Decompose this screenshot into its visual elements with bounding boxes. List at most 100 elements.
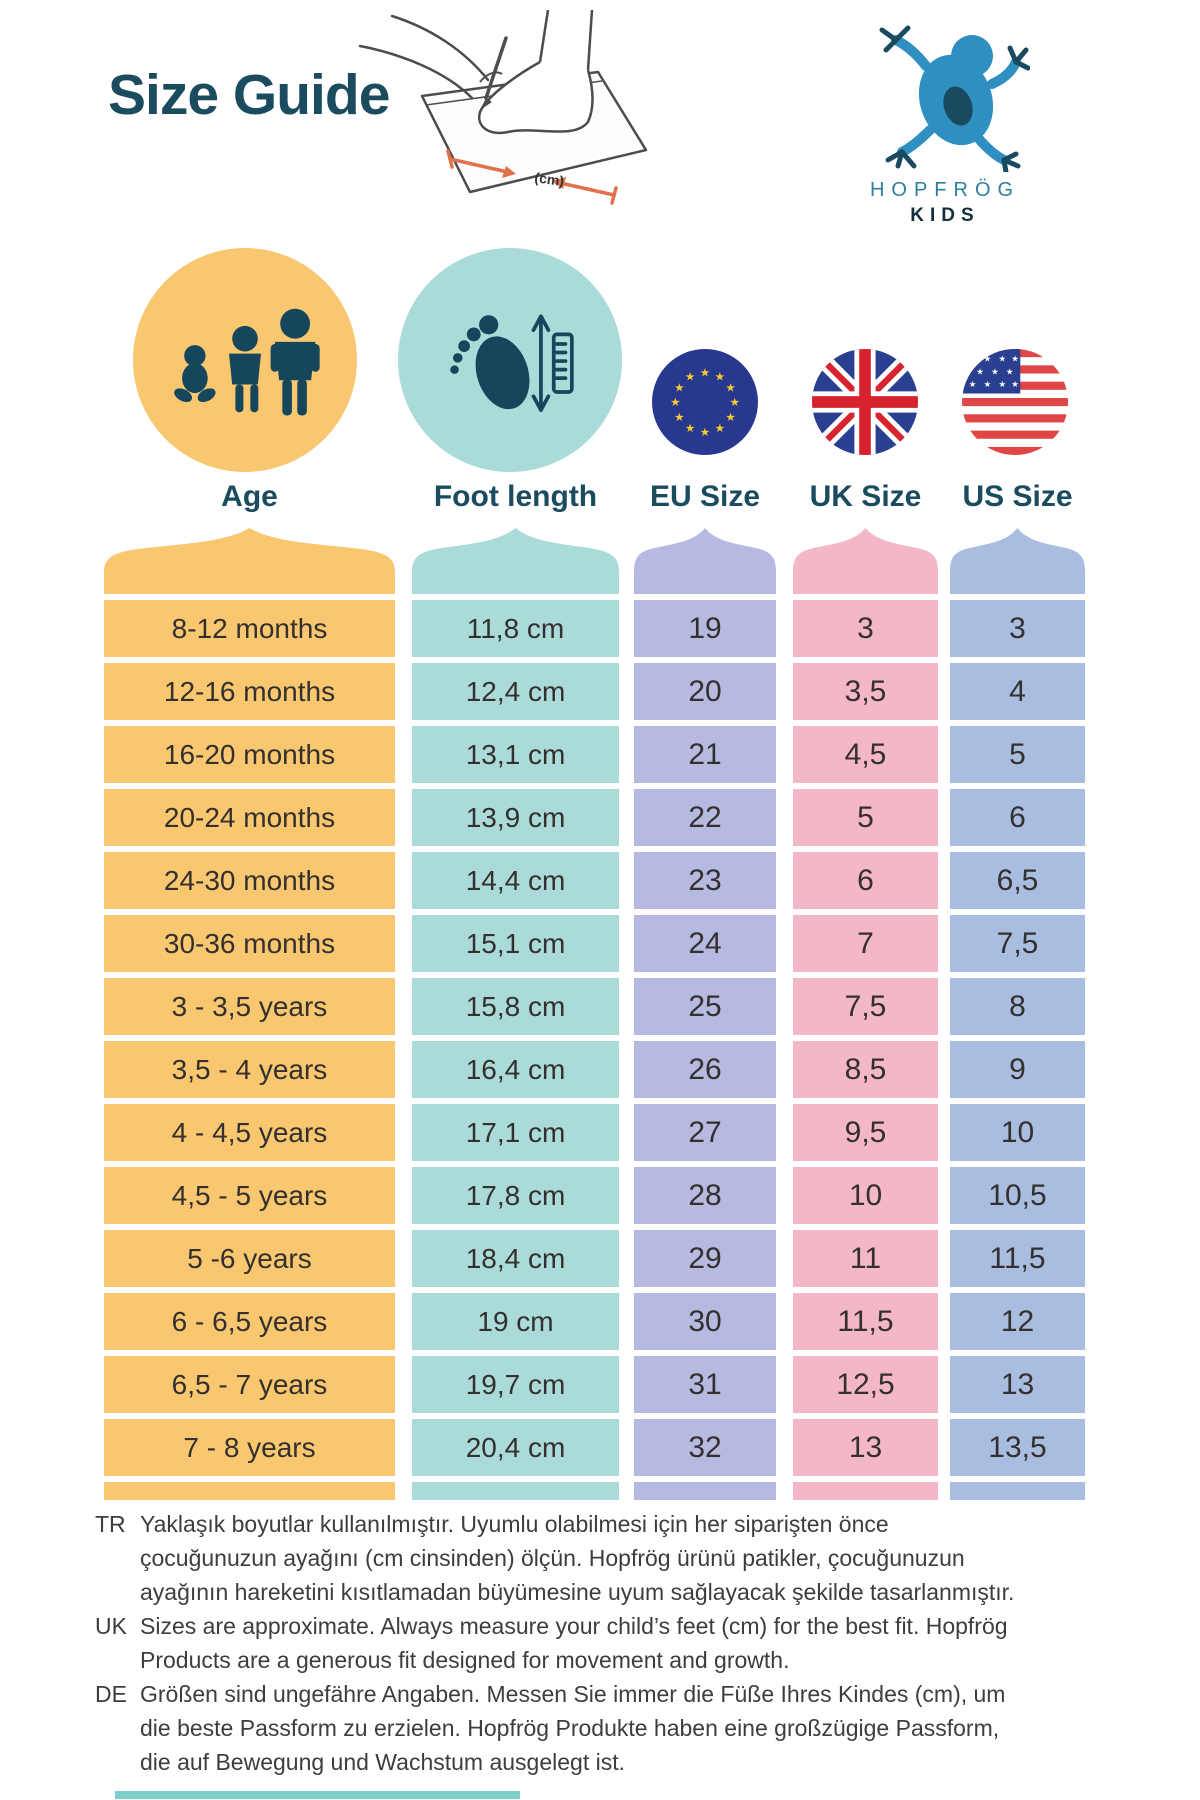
svg-text:★: ★ xyxy=(715,369,725,383)
table-cell: 10,5 xyxy=(950,1167,1085,1224)
family-icon xyxy=(174,308,320,416)
page-title: Size Guide xyxy=(108,63,390,127)
age-circle xyxy=(133,248,357,472)
table-cell: 6 - 6,5 years xyxy=(104,1293,395,1350)
table-cell: 20-24 months xyxy=(104,789,395,846)
table-cell: 19,7 cm xyxy=(412,1356,619,1413)
footer-notes: TR Yaklaşık boyutlar kullanılmıştır. Uyu… xyxy=(95,1507,1095,1779)
table-cell: 29 xyxy=(634,1230,776,1287)
table-column-age: 8-12 months 12-16 months 16-20 months 20… xyxy=(104,528,395,1500)
svg-text:★: ★ xyxy=(976,366,984,376)
svg-text:★: ★ xyxy=(984,379,992,389)
column-arch xyxy=(634,528,776,594)
foot-length-icon xyxy=(450,314,574,412)
note-de: DE Größen sind ungefähre Angaben. Messen… xyxy=(95,1677,1095,1779)
note-lang-label: TR xyxy=(95,1511,126,1537)
table-cell: 13,9 cm xyxy=(412,789,619,846)
table-cell: 13 xyxy=(793,1419,938,1476)
table-cell: 9,5 xyxy=(793,1104,938,1161)
table-cell: 5 xyxy=(950,726,1085,783)
table-column-us-size: 3 4 5 6 6,5 7,5 8 9 10 10,5 11,5 12 13 1… xyxy=(950,528,1085,1500)
note-text: Größen sind ungefähre Angaben. Messen Si… xyxy=(140,1681,1006,1775)
column-arch xyxy=(950,528,1085,594)
table-cell: 11,8 cm xyxy=(412,600,619,657)
table-cell: 11,5 xyxy=(793,1293,938,1350)
table-cell: 30 xyxy=(634,1293,776,1350)
svg-text:★: ★ xyxy=(998,354,1006,364)
table-cell-partial xyxy=(950,1482,1085,1500)
column-arch xyxy=(104,528,395,594)
table-cell: 27 xyxy=(634,1104,776,1161)
note-lang-label: DE xyxy=(95,1681,127,1707)
note-text: Sizes are approximate. Always measure yo… xyxy=(140,1613,1008,1673)
table-cell: 16,4 cm xyxy=(412,1041,619,1098)
table-cell: 3,5 xyxy=(793,663,938,720)
table-cell: 3 xyxy=(793,600,938,657)
table-cell: 32 xyxy=(634,1419,776,1476)
table-cell: 4 xyxy=(950,663,1085,720)
table-cell: 11,5 xyxy=(950,1230,1085,1287)
table-cell: 31 xyxy=(634,1356,776,1413)
table-cell: 14,4 cm xyxy=(412,852,619,909)
table-cell: 30-36 months xyxy=(104,915,395,972)
table-cell: 22 xyxy=(634,789,776,846)
svg-text:★: ★ xyxy=(969,354,977,364)
table-cell: 3,5 - 4 years xyxy=(104,1041,395,1098)
column-header-us: US Size xyxy=(962,480,1073,513)
svg-text:★: ★ xyxy=(1011,379,1019,389)
svg-text:★: ★ xyxy=(1006,366,1014,376)
svg-text:★: ★ xyxy=(1011,354,1019,364)
table-cell: 18,4 cm xyxy=(412,1230,619,1287)
cm-label: (cm) xyxy=(534,169,566,189)
note-lang-label: UK xyxy=(95,1613,127,1639)
table-cell: 25 xyxy=(634,978,776,1035)
brand-sub-name: KIDS xyxy=(910,205,980,226)
svg-text:★: ★ xyxy=(725,410,735,424)
table-cell-partial xyxy=(793,1482,938,1500)
column-arch xyxy=(412,528,619,594)
table-cell: 19 cm xyxy=(412,1293,619,1350)
brand-name: HOPFRÖG xyxy=(869,179,1021,201)
table-cell: 6,5 xyxy=(950,852,1085,909)
table-cell: 16-20 months xyxy=(104,726,395,783)
table-cell: 24-30 months xyxy=(104,852,395,909)
svg-text:★: ★ xyxy=(998,379,1006,389)
table-cell: 4,5 - 5 years xyxy=(104,1167,395,1224)
column-header-uk: UK Size xyxy=(809,480,922,513)
column-header-age: Age xyxy=(221,480,278,513)
svg-text:★: ★ xyxy=(991,366,999,376)
column-arch xyxy=(793,528,938,594)
table-cell: 13 xyxy=(950,1356,1085,1413)
measure-arrow-icon xyxy=(446,149,618,205)
note-tr: TR Yaklaşık boyutlar kullanılmıştır. Uyu… xyxy=(95,1507,1095,1609)
table-cell: 11 xyxy=(793,1230,938,1287)
svg-text:★: ★ xyxy=(670,395,680,409)
table-cell: 8,5 xyxy=(793,1041,938,1098)
table-cell: 7,5 xyxy=(950,915,1085,972)
table-cell-partial xyxy=(104,1482,395,1500)
table-cell: 17,8 cm xyxy=(412,1167,619,1224)
table-cell: 7 - 8 years xyxy=(104,1419,395,1476)
brand-logo: HOPFRÖG KIDS xyxy=(840,22,1050,227)
table-cell: 15,8 cm xyxy=(412,978,619,1035)
svg-text:★: ★ xyxy=(674,380,684,394)
table-cell: 24 xyxy=(634,915,776,972)
table-cell: 20 xyxy=(634,663,776,720)
svg-text:★: ★ xyxy=(685,369,695,383)
table-cell: 23 xyxy=(634,852,776,909)
table-cell: 10 xyxy=(950,1104,1085,1161)
note-uk: UK Sizes are approximate. Always measure… xyxy=(95,1609,1095,1677)
svg-text:★: ★ xyxy=(984,354,992,364)
table-column-uk-size: 3 3,5 4,5 5 6 7 7,5 8,5 9,5 10 11 11,5 1… xyxy=(793,528,938,1500)
svg-text:★: ★ xyxy=(725,380,735,394)
eu-flag-icon: ★ ★★ ★★★ ★★★ ★★★ xyxy=(652,349,758,455)
svg-text:★: ★ xyxy=(674,410,684,424)
table-cell-partial xyxy=(412,1482,619,1500)
column-header-eu: EU Size xyxy=(649,480,761,513)
table-cell-partial xyxy=(634,1482,776,1500)
table-cell: 7,5 xyxy=(793,978,938,1035)
table-cell: 10 xyxy=(793,1167,938,1224)
svg-text:★: ★ xyxy=(715,421,725,435)
table-cell: 8-12 months xyxy=(104,600,395,657)
